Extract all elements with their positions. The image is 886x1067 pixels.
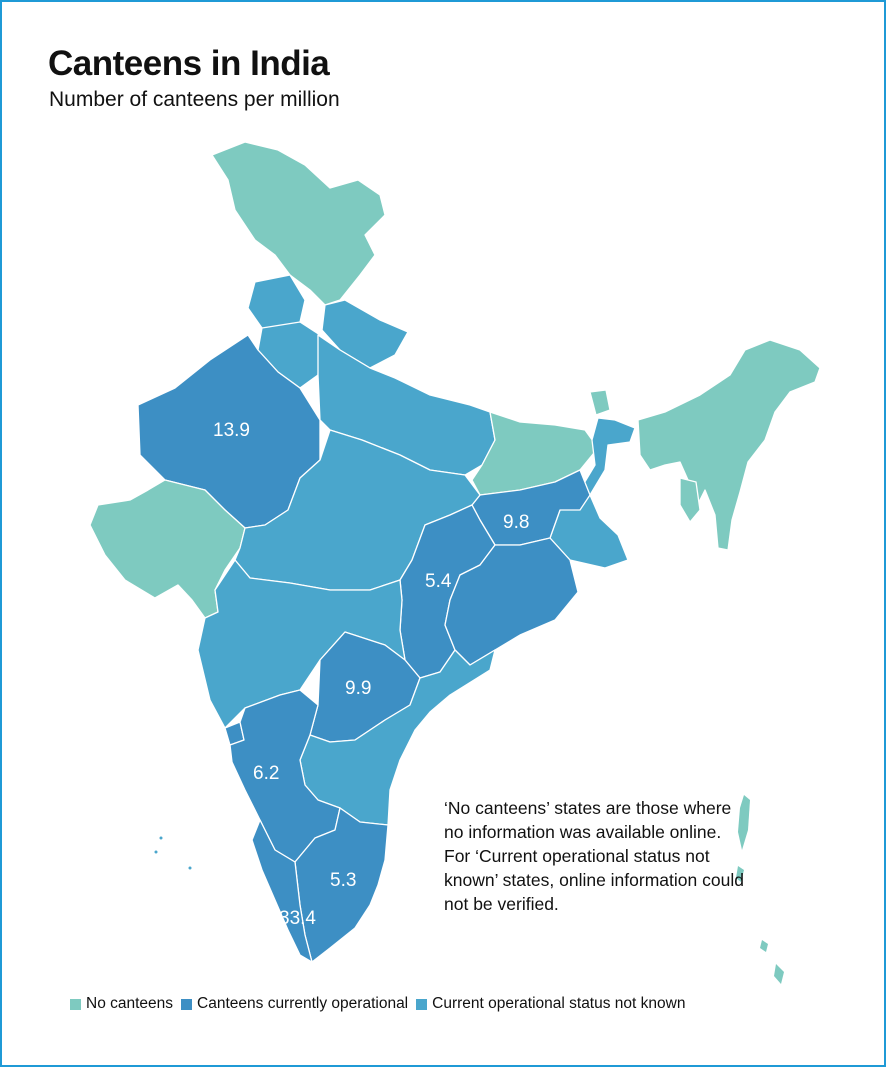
value-kerala: 33.4: [279, 908, 316, 929]
andaman-nicobar-islands: [736, 795, 784, 984]
andaman-island-2: [736, 866, 744, 882]
region-uttarakhand: [321, 299, 409, 369]
value-karnataka: 6.2: [253, 763, 279, 784]
region-tamil-nadu: [294, 807, 389, 963]
region-tripura: [679, 477, 701, 523]
value-telangana: 9.9: [345, 678, 371, 699]
legend-swatch-operational: [181, 998, 193, 1010]
lakshadweep-islands: [154, 836, 192, 870]
legend-item-operational: Canteens currently operational: [181, 995, 408, 1013]
methodology-note: ‘No canteens’ states are those where no …: [444, 798, 744, 914]
lakshadweep-dot-3: [188, 866, 192, 870]
legend-item-status-unknown: Current operational status not known: [416, 995, 685, 1013]
legend-label-status-unknown: Current operational status not known: [432, 995, 686, 1012]
nicobar-island-2: [774, 964, 784, 984]
value-rajasthan: 13.9: [213, 420, 250, 441]
lakshadweep-dot-1: [159, 836, 163, 840]
legend-swatch-no-canteens: [70, 998, 81, 1010]
region-maharashtra: [197, 559, 406, 729]
legend-swatch-status-unknown: [416, 998, 428, 1010]
legend-label-no-canteens: No canteens: [86, 995, 174, 1012]
value-jharkhand: 9.8: [503, 512, 529, 533]
region-jammu-kashmir: [211, 141, 386, 306]
legend: No canteens Canteens currently operation…: [70, 995, 693, 1013]
nicobar-island-1: [760, 940, 768, 952]
value-chhattisgarh: 5.4: [425, 571, 452, 592]
legend-label-operational: Canteens currently operational: [197, 995, 409, 1012]
region-north-east: [637, 339, 821, 551]
region-kerala: [251, 819, 313, 963]
map-title: Canteens in India: [48, 44, 330, 83]
map-subtitle: Number of canteens per million: [49, 88, 340, 111]
legend-item-no-canteens: No canteens: [70, 995, 173, 1013]
lakshadweep-dot-2: [154, 850, 158, 854]
andaman-island-1: [738, 795, 750, 850]
value-tamil-nadu: 5.3: [330, 870, 356, 891]
region-sikkim: [589, 389, 611, 416]
